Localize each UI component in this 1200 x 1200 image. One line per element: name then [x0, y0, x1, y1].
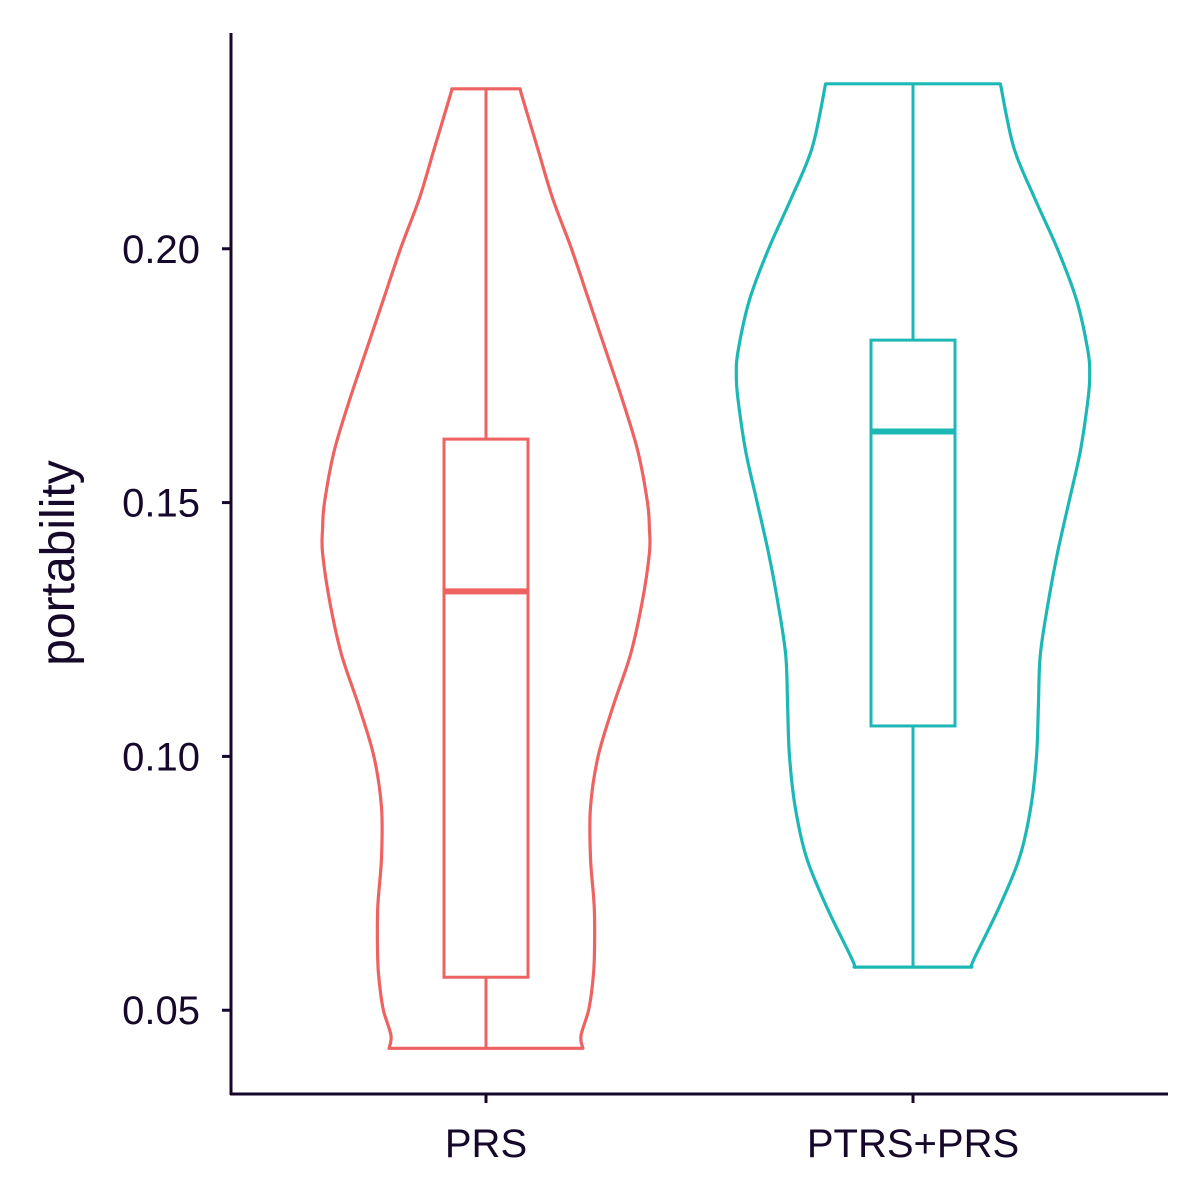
violin-outline	[320, 87, 652, 1050]
iqr-box	[869, 338, 957, 728]
y-axis-title: portability	[32, 460, 85, 665]
iqr-box	[442, 437, 530, 979]
x-tick-label: PTRS+PRS	[807, 1122, 1019, 1166]
axes	[229, 33, 1168, 1096]
series-ptrs-prs	[734, 82, 1092, 969]
violin-outline	[734, 82, 1092, 969]
y-tick-label: 0.10	[122, 735, 200, 779]
series-prs	[320, 87, 652, 1050]
y-tick-label: 0.15	[122, 482, 200, 526]
y-tick-label: 0.20	[122, 228, 200, 272]
y-tick-label: 0.05	[122, 989, 200, 1033]
tick-marks: 0.05 0.10 0.15 0.20 PRS PTRS+PRS	[122, 228, 1019, 1166]
x-tick-label: PRS	[445, 1122, 527, 1166]
plot-area	[320, 82, 1092, 1050]
